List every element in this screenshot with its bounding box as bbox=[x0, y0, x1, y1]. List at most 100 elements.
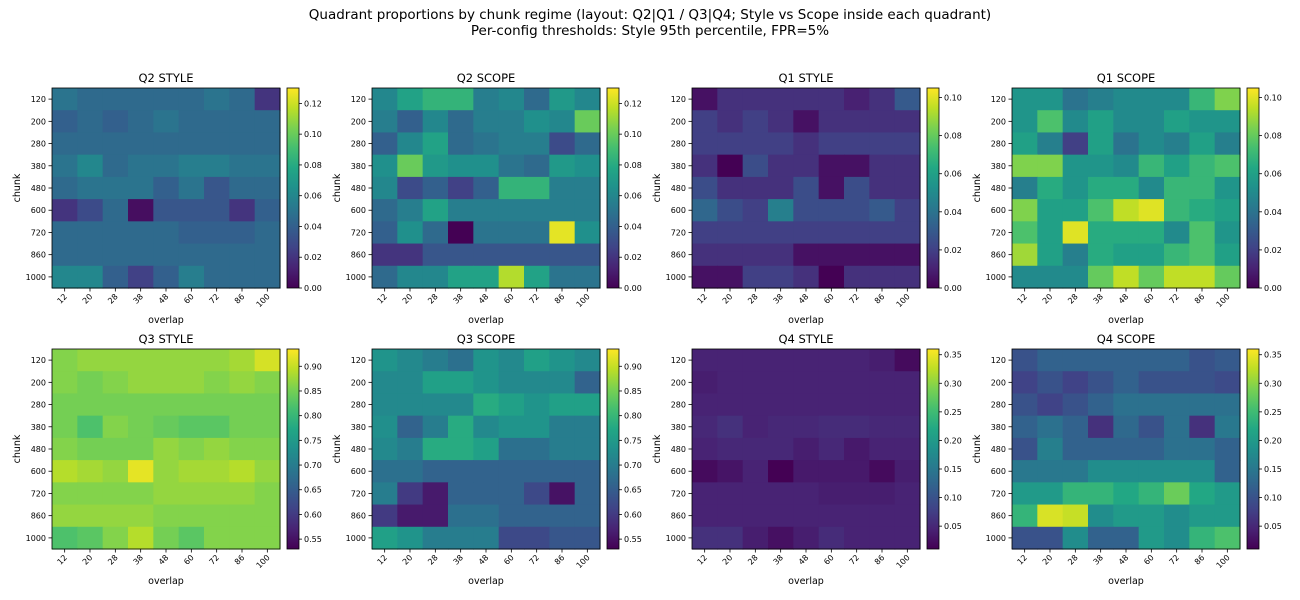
heatmap-cell bbox=[498, 504, 525, 528]
x-tick-label: 28 bbox=[106, 292, 120, 306]
heatmap-cell bbox=[844, 460, 870, 483]
heatmap-cell bbox=[818, 221, 845, 245]
heatmap-cell bbox=[178, 154, 205, 178]
heatmap-cell bbox=[397, 243, 424, 267]
heatmap-cell bbox=[793, 199, 820, 222]
heatmap-cell bbox=[1214, 265, 1241, 289]
heatmap-cell bbox=[372, 460, 398, 483]
x-tick-label: 28 bbox=[1066, 292, 1080, 306]
heatmap-cell bbox=[1012, 415, 1038, 439]
y-tick-label: 860 bbox=[991, 251, 1006, 260]
heatmap-cell bbox=[818, 154, 845, 178]
x-tick-label: 12 bbox=[1016, 553, 1030, 567]
heatmap-cell bbox=[793, 176, 820, 200]
heatmap-cell bbox=[1164, 132, 1190, 156]
heatmap-cell bbox=[1012, 504, 1038, 528]
heatmap-cell bbox=[742, 415, 769, 439]
heatmap-cell bbox=[1138, 415, 1165, 439]
heatmap-cell bbox=[768, 437, 794, 461]
heatmap-cell bbox=[574, 221, 601, 245]
heatmap-cell bbox=[844, 526, 870, 550]
heatmap-cell bbox=[102, 504, 129, 528]
heatmap-cell bbox=[422, 243, 449, 267]
y-tick-label: 120 bbox=[991, 356, 1006, 365]
x-tick-label: 60 bbox=[182, 553, 196, 567]
heatmap-cell bbox=[1113, 154, 1140, 178]
heatmap-cell bbox=[102, 154, 129, 178]
x-tick-label: 38 bbox=[452, 292, 466, 306]
heatmap-cell bbox=[818, 88, 845, 111]
colorbar-tick-label: 0.10 bbox=[624, 130, 642, 139]
heatmap-cell bbox=[1189, 393, 1216, 417]
heatmap-cell bbox=[894, 371, 921, 395]
heatmap-cell bbox=[793, 110, 820, 134]
heatmap-cell bbox=[422, 371, 449, 395]
heatmap-cell bbox=[448, 415, 474, 439]
x-axis-label: overlap bbox=[148, 576, 184, 587]
heatmap-cell bbox=[1189, 221, 1216, 245]
x-tick-label: 60 bbox=[502, 553, 516, 567]
heatmap-cell bbox=[473, 110, 500, 134]
x-tick-label: 72 bbox=[848, 292, 862, 306]
x-tick-label: 48 bbox=[797, 553, 811, 567]
heatmap-cell bbox=[1037, 482, 1064, 506]
y-tick-label: 280 bbox=[351, 140, 366, 149]
heatmap-cell bbox=[473, 176, 500, 200]
heatmap-cell bbox=[844, 371, 870, 395]
heatmap-cell bbox=[793, 393, 820, 417]
heatmap-cell bbox=[869, 349, 896, 372]
heatmap-cell bbox=[549, 154, 576, 178]
heatmap-cell bbox=[818, 132, 845, 156]
heatmap-panel-2: Q2 SCOPE 120 200 280 380 480 600 720 860 1000 12 20… bbox=[332, 71, 642, 326]
y-tick-label: 1000 bbox=[346, 273, 366, 282]
y-tick-label: 200 bbox=[351, 117, 366, 126]
heatmap-cell bbox=[1189, 154, 1216, 178]
heatmap-cell bbox=[1113, 460, 1140, 483]
y-axis-label: chunk bbox=[652, 434, 663, 463]
y-tick-label: 720 bbox=[31, 489, 46, 498]
y-tick-label: 200 bbox=[671, 117, 686, 126]
colorbar-tick-label: 0.70 bbox=[624, 461, 642, 470]
colorbar-tick-label: 0.02 bbox=[304, 253, 322, 262]
heatmap-cell bbox=[204, 132, 230, 156]
heatmap-cell bbox=[818, 415, 845, 439]
heatmap-cell bbox=[844, 504, 870, 528]
heatmap-cell bbox=[397, 482, 424, 506]
x-tick-label: 28 bbox=[746, 553, 760, 567]
heatmap-cell bbox=[422, 482, 449, 506]
heatmap-cell bbox=[153, 243, 180, 267]
y-tick-label: 120 bbox=[671, 95, 686, 104]
heatmap-cell bbox=[178, 265, 205, 289]
heatmap-cell bbox=[524, 110, 550, 134]
x-tick-label: 86 bbox=[1193, 553, 1207, 567]
y-tick-label: 600 bbox=[671, 206, 686, 215]
heatmap-cell bbox=[1037, 221, 1064, 245]
heatmap-cell bbox=[742, 526, 769, 550]
colorbar-tick-label: 0.70 bbox=[304, 461, 322, 470]
heatmap-cell bbox=[717, 265, 744, 289]
heatmap-cell bbox=[1037, 154, 1064, 178]
heatmap-cell bbox=[397, 110, 424, 134]
colorbar-tick-label: 0.15 bbox=[944, 465, 962, 474]
heatmap-cell bbox=[742, 176, 769, 200]
x-tick-label: 12 bbox=[696, 553, 710, 567]
heatmap-cell bbox=[768, 132, 794, 156]
heatmap-cell bbox=[178, 88, 205, 111]
heatmap-cell bbox=[717, 437, 744, 461]
heatmap-cell bbox=[844, 199, 870, 222]
y-axis-label: chunk bbox=[652, 173, 663, 202]
colorbar-tick-label: 0.02 bbox=[944, 246, 962, 255]
heatmap-cell bbox=[422, 199, 449, 222]
heatmap-cell bbox=[768, 482, 794, 506]
x-axis-label: overlap bbox=[788, 576, 824, 587]
heatmap-cell bbox=[818, 110, 845, 134]
heatmap-cell bbox=[524, 371, 550, 395]
y-tick-label: 860 bbox=[351, 251, 366, 260]
heatmap-cell bbox=[549, 88, 576, 111]
y-tick-label: 200 bbox=[991, 117, 1006, 126]
heatmap-cell bbox=[768, 88, 794, 111]
heatmap-cell bbox=[128, 243, 154, 267]
heatmap-cell bbox=[844, 349, 870, 372]
heatmap-cell bbox=[768, 526, 794, 550]
heatmap-cell bbox=[549, 504, 576, 528]
